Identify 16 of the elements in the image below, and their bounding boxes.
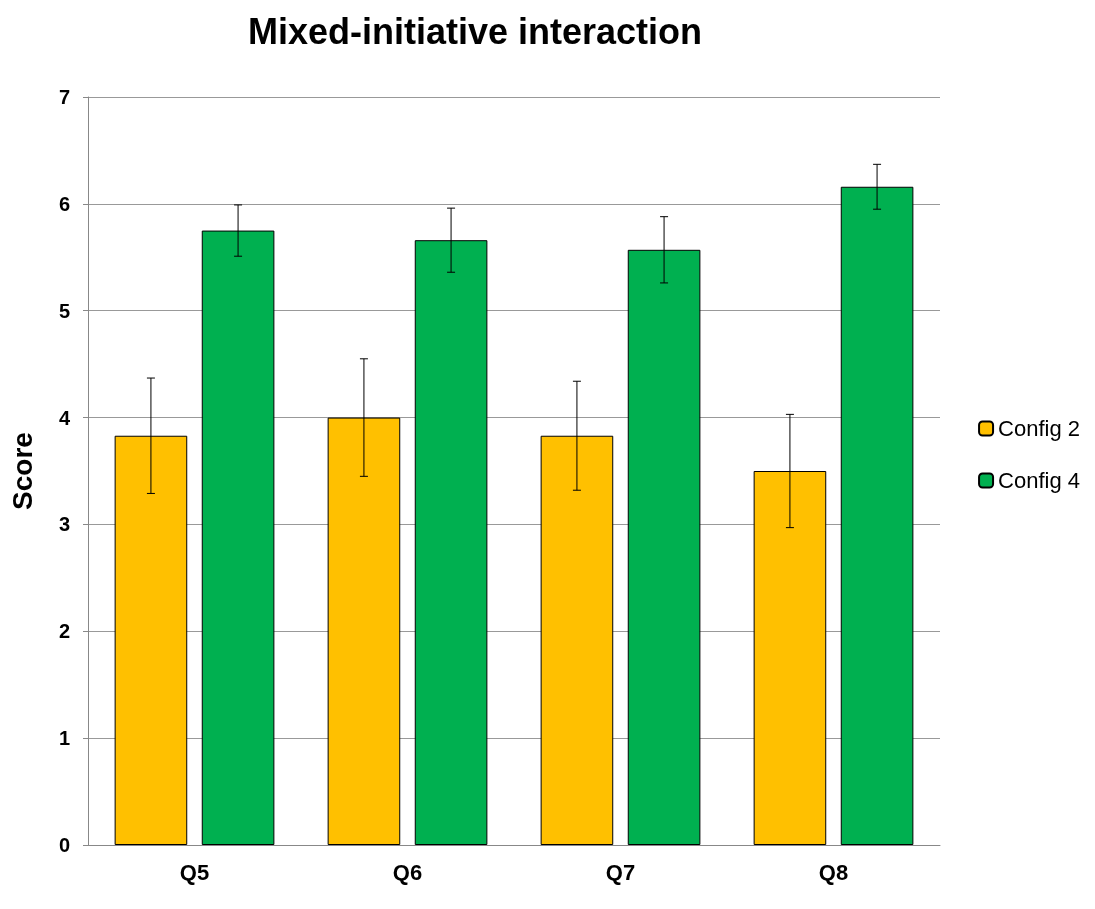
y-tick-label: 3 bbox=[58, 513, 70, 536]
y-tick-label: 0 bbox=[58, 834, 70, 856]
x-tick-label: Q5 bbox=[179, 859, 210, 885]
legend-label: Config 4 bbox=[998, 468, 1081, 493]
x-tick-label: Q6 bbox=[392, 859, 423, 885]
y-tick-label: 5 bbox=[58, 299, 70, 322]
x-tick-label: Q8 bbox=[818, 859, 849, 885]
y-axis-title: Score bbox=[6, 432, 38, 510]
y-tick-label: 1 bbox=[58, 727, 70, 750]
y-tick-label: 6 bbox=[58, 192, 70, 215]
legend-label: Config 2 bbox=[998, 416, 1081, 441]
chart-title: Mixed-initiative interaction bbox=[247, 10, 703, 52]
x-tick-label: Q7 bbox=[605, 859, 636, 885]
y-tick-label: 7 bbox=[58, 86, 70, 108]
y-tick-label: 2 bbox=[58, 620, 70, 643]
y-tick-label: 4 bbox=[58, 406, 71, 429]
